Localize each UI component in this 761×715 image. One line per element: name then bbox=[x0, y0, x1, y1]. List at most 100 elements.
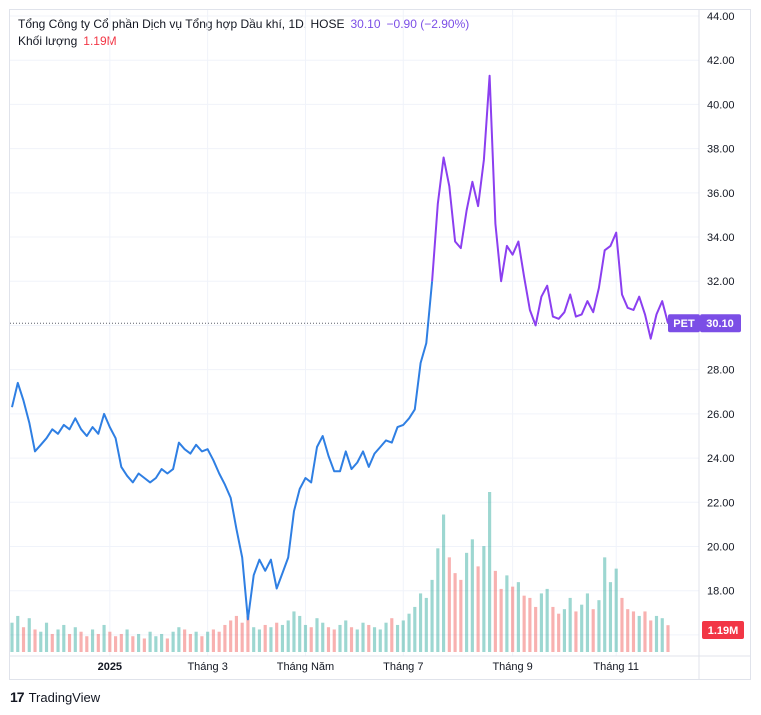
volume-bar bbox=[436, 548, 440, 652]
volume-bar bbox=[321, 622, 325, 652]
volume-bar bbox=[27, 618, 31, 652]
volume-bar bbox=[263, 624, 267, 652]
volume-bar bbox=[580, 604, 584, 652]
volume-bar bbox=[292, 611, 296, 652]
volume-bar bbox=[240, 622, 244, 652]
volume-bar bbox=[165, 638, 169, 652]
chart-frame bbox=[9, 9, 751, 680]
volume-bar bbox=[56, 629, 60, 652]
volume-bar bbox=[21, 627, 26, 652]
volume-bar bbox=[355, 629, 359, 652]
y-tick-label: 24.00 bbox=[707, 453, 735, 465]
volume-bar bbox=[96, 633, 100, 652]
tradingview-logo-icon: 17 bbox=[10, 689, 25, 705]
x-tick-label: Tháng 11 bbox=[593, 661, 639, 673]
volume-bar bbox=[614, 568, 618, 652]
volume-bar bbox=[545, 588, 549, 652]
volume-bar bbox=[131, 636, 135, 652]
volume-bar bbox=[223, 624, 227, 652]
legend-volume-label: Khối lượng bbox=[18, 34, 78, 48]
volume-bar bbox=[280, 624, 285, 652]
volume-bar bbox=[252, 627, 256, 652]
volume-bar bbox=[50, 633, 54, 652]
volume-bar bbox=[73, 627, 77, 652]
volume-bar bbox=[114, 636, 118, 652]
volume-bar bbox=[482, 546, 486, 652]
volume-bar bbox=[257, 629, 262, 652]
volume-bar bbox=[85, 636, 89, 652]
volume-bar bbox=[119, 633, 123, 652]
volume-bar bbox=[79, 631, 83, 652]
volume-bar bbox=[631, 611, 636, 652]
volume-badge bbox=[702, 621, 744, 639]
volume-bar bbox=[608, 582, 613, 652]
volume-bar bbox=[562, 609, 566, 652]
volume-bar bbox=[390, 618, 394, 652]
volume-bar bbox=[649, 620, 653, 652]
volume-bar bbox=[367, 624, 371, 652]
volume-bar bbox=[211, 629, 215, 652]
volume-bar bbox=[39, 631, 43, 652]
volume-bar bbox=[200, 636, 204, 652]
volume-bar bbox=[171, 631, 175, 652]
volume-bar bbox=[303, 624, 308, 652]
volume-bar bbox=[269, 627, 273, 652]
volume-bar bbox=[413, 606, 417, 652]
symbol-badge-text: PET bbox=[673, 318, 695, 330]
volume-bar bbox=[344, 620, 348, 652]
volume-bar bbox=[309, 627, 313, 652]
y-tick-label: 22.00 bbox=[707, 497, 735, 509]
volume-bar bbox=[326, 627, 331, 652]
y-tick-label: 34.00 bbox=[707, 232, 735, 244]
chart-legend-volume: Khối lượng 1.19M bbox=[18, 34, 117, 48]
volume-bar bbox=[488, 492, 492, 652]
volume-bar bbox=[338, 624, 342, 652]
volume-bar bbox=[154, 636, 158, 652]
volume-bar bbox=[459, 579, 463, 652]
price-badge-text: 30.10 bbox=[706, 318, 734, 330]
volume-bar bbox=[407, 613, 411, 652]
volume-bar bbox=[539, 593, 543, 652]
volume-bar bbox=[534, 606, 538, 652]
y-tick-label: 36.00 bbox=[707, 188, 735, 200]
volume-bar bbox=[551, 606, 555, 652]
legend-change: −0.90 (−2.90%) bbox=[386, 17, 470, 31]
price-badge bbox=[700, 314, 741, 333]
volume-bar bbox=[568, 597, 572, 652]
volume-bar bbox=[637, 615, 641, 652]
volume-bar bbox=[206, 631, 210, 652]
price-series-line-early bbox=[11, 281, 434, 621]
volume-bar bbox=[286, 620, 290, 652]
volume-bar bbox=[125, 629, 129, 652]
volume-bar bbox=[470, 539, 474, 652]
volume-bar bbox=[108, 631, 112, 652]
volume-bar bbox=[476, 566, 480, 652]
volume-bar bbox=[401, 620, 405, 652]
volume-bar bbox=[516, 582, 520, 652]
tradingview-branding[interactable]: 17 TradingView bbox=[10, 689, 100, 705]
volume-bar bbox=[234, 615, 238, 652]
y-tick-label: 18.00 bbox=[707, 586, 735, 598]
volume-bar bbox=[499, 588, 503, 652]
volume-bar bbox=[522, 595, 526, 652]
x-tick-label: Tháng 3 bbox=[187, 661, 227, 673]
chart-legend-title: Tổng Công ty Cổ phần Dịch vụ Tổng hợp Dầ… bbox=[18, 17, 469, 31]
volume-bar bbox=[666, 625, 670, 652]
volume-bar bbox=[275, 622, 279, 652]
x-tick-label: Tháng 9 bbox=[492, 661, 532, 673]
volume-bar bbox=[16, 615, 20, 652]
legend-price: 30.10 bbox=[350, 17, 381, 31]
legend-symbol-title: Tổng Công ty Cổ phần Dịch vụ Tổng hợp Dầ… bbox=[18, 17, 345, 31]
y-tick-label: 28.00 bbox=[707, 365, 735, 377]
volume-bar bbox=[660, 618, 664, 652]
volume-bar bbox=[44, 622, 49, 652]
volume-bar bbox=[424, 597, 428, 652]
volume-bar bbox=[465, 552, 469, 652]
x-tick-label: Tháng 7 bbox=[383, 661, 423, 673]
volume-bar bbox=[453, 573, 457, 652]
volume-bar bbox=[442, 514, 446, 652]
volume-bar bbox=[620, 597, 624, 652]
volume-bar bbox=[597, 600, 601, 652]
price-series-line-late bbox=[431, 74, 669, 340]
